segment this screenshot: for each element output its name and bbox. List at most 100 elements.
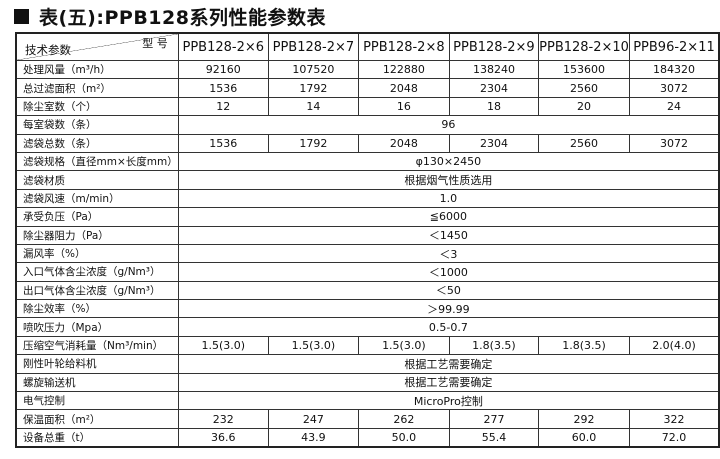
row-value: 2304 (448, 78, 540, 98)
row-value: 184320 (628, 59, 720, 80)
row-value: 3072 (628, 78, 720, 98)
table-row: 压缩空气消耗量（Nm³/min） 1.5(3.0) 1.5(3.0) 1.5(3.0)… (15, 335, 720, 356)
row-label: 每室袋数（条） (15, 115, 179, 135)
row-value-all-models: 根据工艺需要确定 (177, 354, 720, 374)
row-value: 2048 (357, 133, 450, 153)
table-row: 处理风量（m³/h） 92160 107520 122880 138240 153600 1… (15, 59, 720, 80)
table-row: 出口气体含尘浓度（g/Nm³） ＜50 (15, 280, 720, 301)
model-header: PPB128-2×6 (177, 32, 269, 61)
row-label: 刚性叶轮给料机 (15, 354, 179, 374)
row-label: 出口气体含尘浓度（g/Nm³） (15, 280, 179, 301)
model-header: PPB128-2×10 (538, 32, 630, 61)
row-label: 喷吹压力（Mpa） (15, 317, 179, 337)
row-value: 1792 (267, 78, 359, 98)
row-value: 107520 (267, 59, 359, 80)
title-text: 表(五):PPB128系列性能参数表 (39, 7, 326, 29)
model-header: PPB128-2×9 (448, 32, 540, 61)
row-value: 2.0(4.0) (628, 335, 720, 356)
row-label: 总过滤面积（m²） (15, 78, 179, 98)
row-label: 处理风量（m³/h） (15, 59, 179, 80)
row-label: 滤袋风速（m/min） (15, 188, 179, 209)
parameter-table: 型 号 技术参数 PPB128-2×6 PPB128-2×7 PPB128-2×… (15, 32, 720, 449)
row-value: 1.5(3.0) (177, 335, 269, 356)
row-label: 入口气体含尘浓度（g/Nm³） (15, 262, 179, 282)
row-value: 2560 (538, 133, 630, 153)
table-row: 保温面积（m²） 232 247 262 277 292 322 (15, 409, 720, 429)
row-value: 1.8(3.5) (538, 335, 630, 356)
param-label: 技术参数 (25, 43, 71, 57)
row-value-all-models: 1.0 (177, 188, 720, 209)
row-label: 承受负压（Pa） (15, 207, 179, 227)
row-value-all-models: ≦6000 (177, 207, 720, 227)
row-value: 232 (177, 409, 269, 429)
row-value: 2304 (448, 133, 540, 153)
row-label: 滤袋规格（直径mm×长度mm） (15, 151, 179, 172)
row-value: 2048 (357, 78, 450, 98)
table-row: 电气控制 MicroPro控制 (15, 391, 720, 411)
row-label: 设备总重（t） (15, 427, 179, 448)
row-value: 72.0 (628, 427, 720, 448)
row-value: 43.9 (267, 427, 359, 448)
row-value: 24 (628, 96, 720, 117)
row-value: 262 (357, 409, 450, 429)
row-label: 除尘效率（%） (15, 299, 179, 319)
row-value-all-models: 根据工艺需要确定 (177, 372, 720, 393)
model-header: PPB128-2×8 (357, 32, 450, 61)
model-label: 型 号 (142, 37, 168, 50)
table-row: 滤袋材质 根据烟气性质选用 (15, 170, 720, 190)
row-value: 277 (448, 409, 540, 429)
table-row: 除尘器阻力（Pa） ＜1450 (15, 225, 720, 245)
row-label: 除尘室数（个） (15, 96, 179, 117)
row-value-all-models: MicroPro控制 (177, 391, 720, 411)
row-value-all-models: ＜3 (177, 243, 720, 264)
row-value: 60.0 (538, 427, 630, 448)
row-value: 292 (538, 409, 630, 429)
header-row: 型 号 技术参数 PPB128-2×6 PPB128-2×7 PPB128-2×… (15, 32, 720, 61)
table-row: 设备总重（t） 36.6 43.9 50.0 55.4 60.0 72.0 (15, 427, 720, 448)
row-value: 122880 (357, 59, 450, 80)
table-row: 螺旋输送机 根据工艺需要确定 (15, 372, 720, 393)
table-row: 漏风率（%） ＜3 (15, 243, 720, 264)
model-header: PPB96-2×11 (628, 32, 720, 61)
row-value-all-models: 0.5-0.7 (177, 317, 720, 337)
row-value-all-models: ＜1000 (177, 262, 720, 282)
table-row: 除尘效率（%） ＞99.99 (15, 299, 720, 319)
row-value-all-models: ＜1450 (177, 225, 720, 245)
table-row: 入口气体含尘浓度（g/Nm³） ＜1000 (15, 262, 720, 282)
table-row: 除尘室数（个） 12 14 16 18 20 24 (15, 96, 720, 117)
model-header: PPB128-2×7 (267, 32, 359, 61)
row-value: 1792 (267, 133, 359, 153)
row-value: 153600 (538, 59, 630, 80)
row-value: 55.4 (448, 427, 540, 448)
table-row: 滤袋风速（m/min） 1.0 (15, 188, 720, 209)
row-value: 36.6 (177, 427, 269, 448)
row-value-all-models: 根据烟气性质选用 (177, 170, 720, 190)
row-value: 1536 (177, 78, 269, 98)
row-value: 322 (628, 409, 720, 429)
page-title: 表(五):PPB128系列性能参数表 (14, 3, 326, 30)
row-value: 92160 (177, 59, 269, 80)
row-value: 1.5(3.0) (357, 335, 450, 356)
row-value-all-models: ＜50 (177, 280, 720, 301)
row-value: 18 (448, 96, 540, 117)
row-value: 1.8(3.5) (448, 335, 540, 356)
black-square-icon (14, 9, 29, 24)
row-value-all-models: φ130×2450 (177, 151, 720, 172)
row-label: 螺旋输送机 (15, 372, 179, 393)
row-label: 漏风率（%） (15, 243, 179, 264)
row-value: 1.5(3.0) (267, 335, 359, 356)
table-row: 总过滤面积（m²） 1536 1792 2048 2304 2560 3072 (15, 78, 720, 98)
table-row: 喷吹压力（Mpa） 0.5-0.7 (15, 317, 720, 337)
row-value: 138240 (448, 59, 540, 80)
row-value: 20 (538, 96, 630, 117)
table-row: 滤袋规格（直径mm×长度mm） φ130×2450 (15, 151, 720, 172)
row-label: 电气控制 (15, 391, 179, 411)
row-label: 滤袋总数（条） (15, 133, 179, 153)
row-value: 12 (177, 96, 269, 117)
row-value: 2560 (538, 78, 630, 98)
table-row: 滤袋总数（条） 1536 1792 2048 2304 2560 3072 (15, 133, 720, 153)
row-value: 16 (357, 96, 450, 117)
row-value: 1536 (177, 133, 269, 153)
row-value: 247 (267, 409, 359, 429)
row-value: 50.0 (357, 427, 450, 448)
